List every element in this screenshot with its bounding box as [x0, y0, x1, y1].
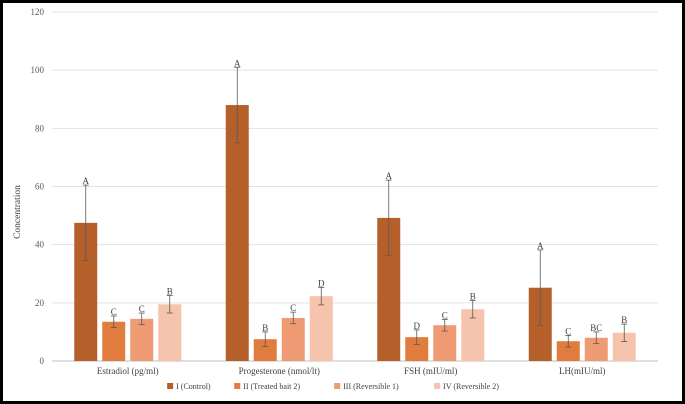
bar [74, 222, 98, 361]
bar [556, 341, 580, 361]
bar [461, 309, 485, 361]
legend-swatch [234, 383, 241, 389]
data-label: D [414, 321, 421, 331]
data-label: C [290, 303, 296, 313]
bar [584, 337, 608, 361]
data-label: C [565, 326, 571, 336]
data-label: D [318, 278, 325, 288]
y-tick-label: 80 [35, 123, 45, 133]
y-axis-label: Concentration [13, 185, 23, 239]
y-axis-ticks: 0 20 40 60 80 100 120 [31, 7, 45, 366]
bar [612, 332, 636, 361]
y-tick-label: 60 [35, 182, 45, 192]
x-axis-categories: Estradiol (pg/ml) Progesterone (nmol/lt) F… [97, 366, 606, 376]
y-tick-label: 40 [35, 240, 45, 250]
legend-swatch [167, 383, 174, 389]
bar [405, 337, 429, 361]
data-label: C [442, 310, 448, 320]
bar [281, 317, 305, 361]
data-label: A [537, 241, 544, 251]
bar [377, 217, 401, 361]
bar [309, 296, 333, 361]
data-label: B [167, 287, 173, 297]
y-tick-label: 100 [31, 65, 45, 75]
y-tick-label: 0 [40, 356, 45, 366]
legend-swatch [434, 383, 441, 389]
data-label: A [386, 171, 393, 181]
legend-swatch [334, 383, 341, 389]
data-label: B [470, 292, 476, 302]
bar [158, 304, 182, 361]
data-label: C [139, 304, 145, 314]
data-label: C [111, 307, 117, 317]
legend-label: IV (Reversible 2) [443, 382, 499, 391]
x-tick-label: Progesterone (nmol/lt) [239, 366, 320, 376]
bar [433, 325, 457, 361]
data-label: BC [590, 323, 602, 333]
bar [130, 318, 154, 361]
legend-label: III (Reversible 1) [343, 382, 399, 391]
data-label: A [234, 58, 241, 68]
data-label: A [83, 176, 90, 186]
legend: I (Control) II (Treated bait 2) III (Rever… [167, 382, 499, 391]
bar [102, 321, 126, 361]
y-tick-label: 20 [35, 298, 45, 308]
legend-label: II (Treated bait 2) [243, 382, 300, 391]
data-label: B [262, 323, 268, 333]
x-tick-label: Estradiol (pg/ml) [97, 366, 159, 376]
y-tick-label: 120 [31, 7, 45, 17]
x-tick-label: LH(mIU/ml) [559, 366, 606, 376]
bar [253, 339, 277, 361]
legend-label: I (Control) [176, 382, 211, 391]
x-tick-label: FSH (mIU/ml) [404, 366, 457, 376]
bar [225, 105, 249, 361]
data-label: B [621, 315, 627, 325]
